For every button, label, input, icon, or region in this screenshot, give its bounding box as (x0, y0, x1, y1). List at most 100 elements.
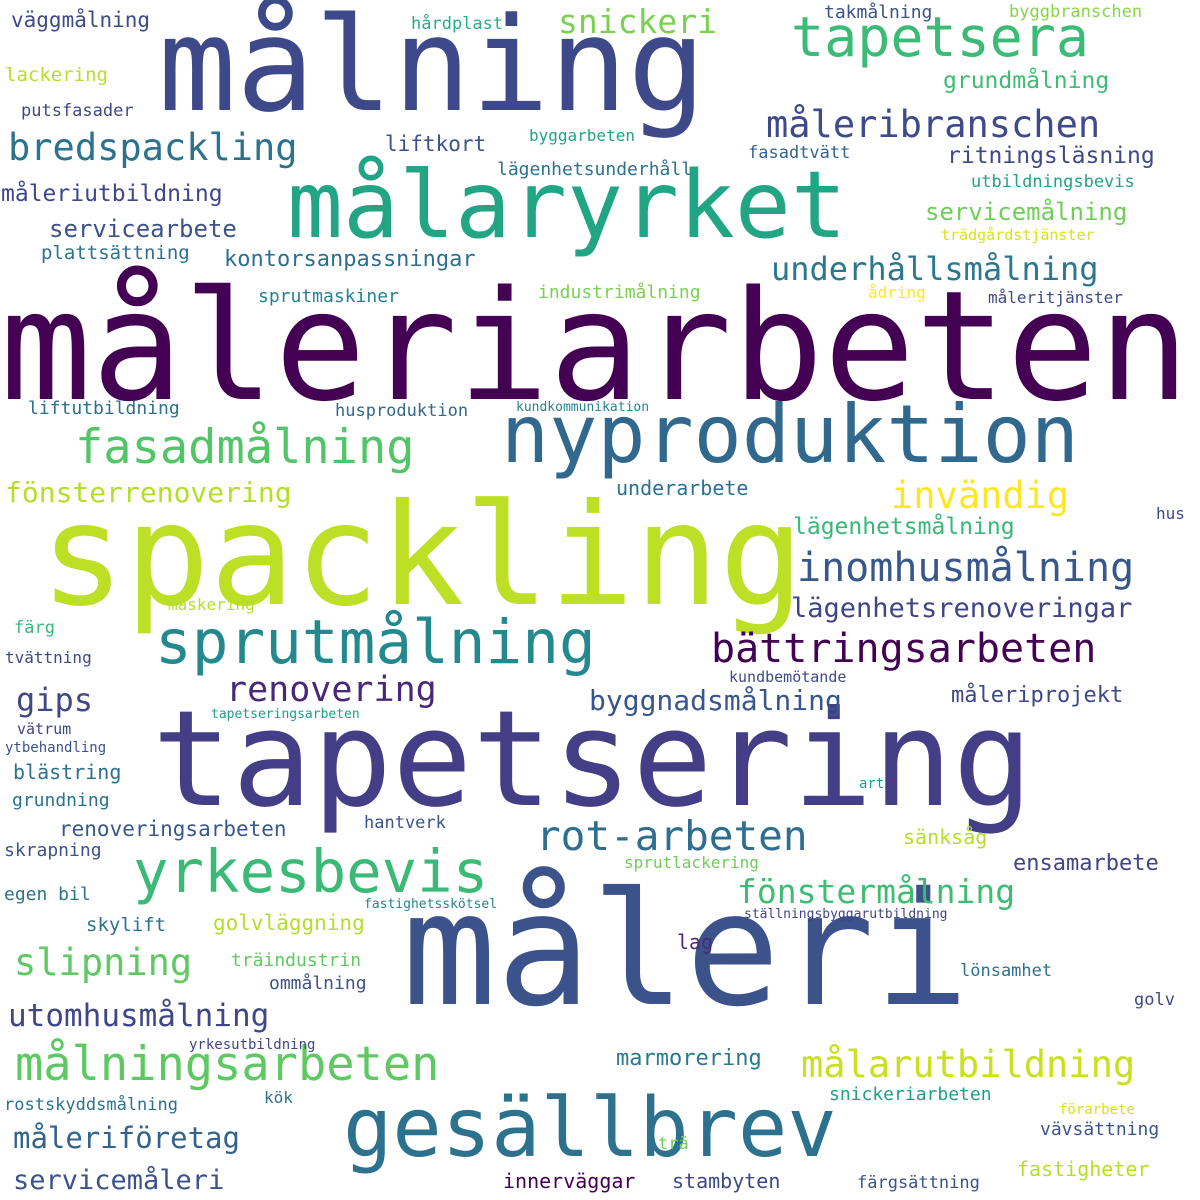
word-stambyten: stambyten (672, 1169, 781, 1193)
word-lägenhetsrenoveringar: lägenhetsrenoveringar (791, 593, 1133, 624)
word-gesällbrev: gesällbrev (343, 1081, 837, 1176)
word-egen bil: egen bil (4, 884, 91, 905)
word-servicearbete: servicearbete (49, 215, 237, 243)
word-sänksåg: sänksåg (903, 825, 988, 849)
word-nyproduktion: nyproduktion (501, 388, 1079, 481)
word-liftutbildning: liftutbildning (28, 398, 180, 419)
word-grundning: grundning (12, 790, 110, 811)
word-husproduktion: husproduktion (335, 401, 469, 421)
word-färg: färg (14, 618, 55, 638)
word-underarbete: underarbete (616, 476, 749, 500)
word-snickeriarbeten: snickeriarbeten (829, 1084, 992, 1105)
word-yrkesutbildning: yrkesutbildning (189, 1037, 316, 1053)
word-fastighetsskötsel: fastighetsskötsel (364, 897, 498, 912)
word-kundbemötande: kundbemötande (729, 668, 847, 686)
word-målning: målning (158, 0, 706, 141)
word-takmålning: takmålning (824, 2, 933, 23)
word-måleriprojekt: måleriprojekt (951, 683, 1124, 708)
word-hus: hus (1156, 504, 1185, 523)
word-innerväggar: innerväggar (503, 1169, 636, 1193)
word-trädgårdstjänster: trädgårdstjänster (941, 226, 1095, 244)
word-måleriarbeten: måleriarbeten (0, 258, 1190, 435)
word-lackering: lackering (5, 64, 108, 86)
word-hårdplast: hårdplast (411, 14, 504, 34)
word-kundkommunikation: kundkommunikation (516, 400, 650, 415)
word-sprutmålning: sprutmålning (155, 607, 596, 678)
word-skylift: skylift (86, 914, 167, 936)
word-ytbehandling: ytbehandling (5, 740, 107, 756)
word-trä: trä (658, 1134, 689, 1154)
word-inomhusmålning: inomhusmålning (797, 545, 1135, 591)
word-plattsättning: plattsättning (41, 242, 190, 264)
word-underhållsmålning: underhållsmålning (771, 250, 1099, 288)
word-målningsarbeten: målningsarbeten (15, 1037, 440, 1092)
word-utbildningsbevis: utbildningsbevis (971, 172, 1135, 192)
word-industrimålning: industrimålning (538, 282, 701, 303)
word-färgsättning: färgsättning (857, 1173, 980, 1193)
word-rostskyddsmålning: rostskyddsmålning (4, 1095, 178, 1115)
word-grundmålning: grundmålning (943, 68, 1110, 94)
word-fönstermålning: fönstermålning (737, 872, 1016, 911)
word-invändig: invändig (891, 474, 1070, 517)
word-byggnadsmålning: byggnadsmålning (589, 684, 842, 717)
word-hantverk: hantverk (364, 813, 446, 833)
word-gips: gips (16, 681, 94, 719)
word-vävsättning: vävsättning (1040, 1119, 1160, 1140)
word-måleriutbildning: måleriutbildning (1, 181, 223, 207)
word-tapetsera: tapetsera (791, 5, 1090, 69)
word-rot-arbeten: rot-arbeten (536, 812, 808, 860)
word-måleri: måleri (402, 859, 970, 1042)
word-tapetsering: tapetsering (152, 683, 1033, 837)
word-ensamarbete: ensamarbete (1013, 851, 1159, 876)
word-lägenhetsunderhåll: lägenhetsunderhåll (497, 159, 693, 180)
word-lönsamhet: lönsamhet (960, 961, 1053, 981)
word-sprutlackering: sprutlackering (624, 853, 759, 872)
word-fönsterrenovering: fönsterrenovering (5, 476, 292, 509)
word-snickeri: snickeri (558, 2, 717, 41)
word-lägenhetsmålning: lägenhetsmålning (793, 514, 1015, 540)
word-skrapning: skrapning (4, 840, 102, 861)
word-ritningsläsning: ritningsläsning (947, 143, 1155, 169)
word-träindustrin: träindustrin (231, 950, 362, 971)
word-golv: golv (1134, 990, 1175, 1010)
word-maskering: maskering (168, 595, 255, 614)
word-renovering: renovering (226, 670, 437, 710)
word-ommålning: ommålning (269, 973, 367, 994)
word-tapetseringsarbeten: tapetseringsarbeten (211, 707, 360, 722)
word-blästring: blästring (13, 760, 122, 784)
word-vätrum: vätrum (17, 720, 72, 738)
word-tvättning: tvättning (5, 648, 92, 667)
word-golvläggning: golvläggning (213, 911, 365, 935)
word-sprutmaskiner: sprutmaskiner (258, 286, 399, 307)
word-byggarbeten: byggarbeten (529, 126, 635, 145)
word-måleribranschen: måleribranschen (766, 103, 1101, 146)
word-bredspackling: bredspackling (8, 126, 298, 169)
word-marmorering: marmorering (616, 1046, 762, 1071)
word-målarutbildning: målarutbildning (801, 1043, 1136, 1086)
word-bättringsarbeten: bättringsarbeten (711, 626, 1097, 672)
word-målaryrket: målaryrket (287, 151, 847, 259)
word-spackling: spackling (40, 474, 805, 638)
word-art: art (859, 776, 885, 792)
word-måleritjänster: måleritjänster (988, 288, 1123, 307)
word-förarbete: förarbete (1059, 1102, 1135, 1118)
word-fastigheter: fastigheter (1017, 1157, 1150, 1181)
word-kontorsanpassningar: kontorsanpassningar (224, 247, 476, 272)
word-byggbranschen: byggbranschen (1009, 2, 1143, 22)
word-väggmålning: väggmålning (11, 8, 151, 32)
word-servicemålning: servicemålning (925, 198, 1128, 226)
word-kök: kök (264, 1088, 293, 1107)
word-utomhusmålning: utomhusmålning (8, 998, 270, 1034)
word-slipning: slipning (14, 941, 193, 984)
word-lag: lag (677, 930, 714, 954)
word-putsfasader: putsfasader (21, 101, 134, 121)
word-måleriföretag: måleriföretag (13, 1121, 240, 1155)
word-fasadmålning: fasadmålning (75, 420, 415, 475)
word-servicemåleri: servicemåleri (13, 1165, 225, 1196)
word-fasadtvätt: fasadtvätt (748, 143, 851, 163)
word-liftkort: liftkort (385, 132, 487, 156)
word-yrkesbevis: yrkesbevis (133, 837, 489, 906)
word-renoveringsarbeten: renoveringsarbeten (59, 817, 287, 841)
word-ställningsbyggarutbildning: ställningsbyggarutbildning (744, 907, 948, 922)
